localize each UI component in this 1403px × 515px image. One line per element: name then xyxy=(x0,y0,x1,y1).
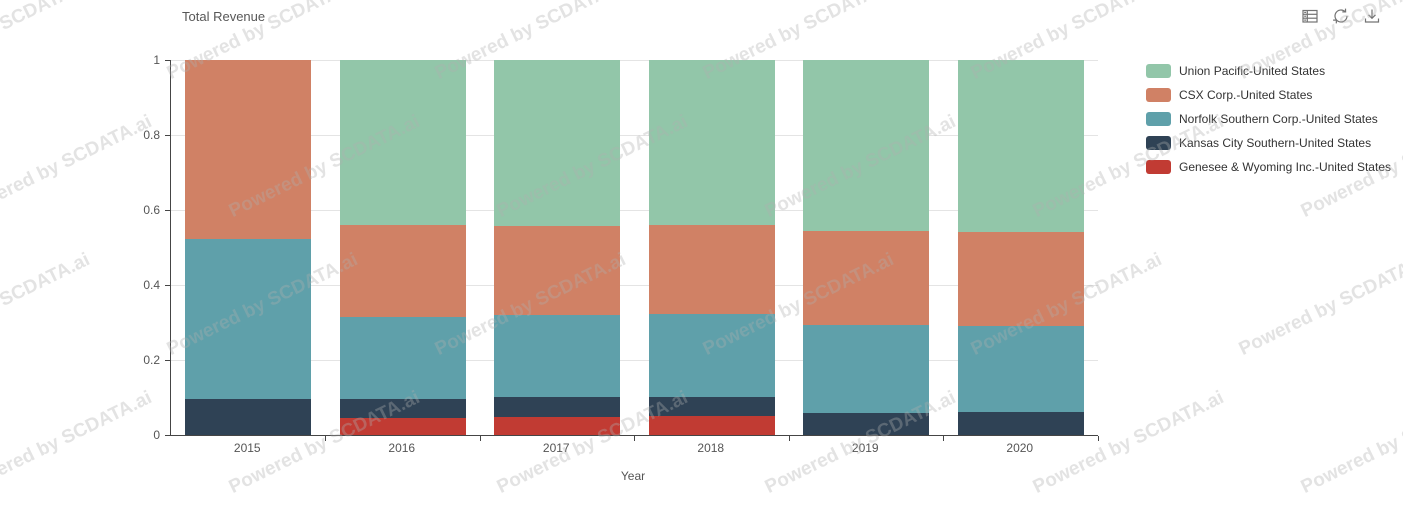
gridline xyxy=(171,209,1098,211)
y-axis-tick-label: 1 xyxy=(153,53,160,67)
y-axis-tick xyxy=(165,59,170,61)
y-axis-tick-label: 0.6 xyxy=(143,203,160,217)
legend-swatch xyxy=(1146,64,1171,78)
legend-item[interactable]: Genesee & Wyoming Inc.-United States xyxy=(1146,155,1391,179)
bar-segment[interactable] xyxy=(185,60,312,239)
bar-segment[interactable] xyxy=(494,417,621,435)
legend-label: Genesee & Wyoming Inc.-United States xyxy=(1179,160,1391,174)
bar-segment[interactable] xyxy=(648,397,775,416)
x-axis-tick xyxy=(325,436,326,441)
x-axis-category-label: 2017 xyxy=(542,441,570,455)
y-axis-tick xyxy=(165,209,170,211)
bar-segment[interactable] xyxy=(648,60,775,226)
x-axis-tick xyxy=(634,436,635,441)
bar-segment[interactable] xyxy=(957,60,1084,233)
y-axis-tick-label: 0.8 xyxy=(143,128,160,142)
x-axis-labels: 2015 2016 2017 2018 2019 2020 xyxy=(170,441,1097,457)
legend-item[interactable]: Norfolk Southern Corp.-United States xyxy=(1146,107,1391,131)
legend-item[interactable]: CSX Corp.-United States xyxy=(1146,83,1391,107)
x-axis-tick xyxy=(788,436,790,441)
bar-segment[interactable] xyxy=(494,60,621,227)
bar-segment[interactable] xyxy=(803,325,930,413)
bar-segment[interactable] xyxy=(494,226,621,316)
x-axis-tick xyxy=(1097,436,1099,441)
legend-item[interactable]: Union Pacific-United States xyxy=(1146,59,1391,83)
legend-label: CSX Corp.-United States xyxy=(1179,88,1313,102)
bar-segment[interactable] xyxy=(339,225,466,317)
bar-segment[interactable] xyxy=(339,316,466,399)
legend-label: Kansas City Southern-United States xyxy=(1179,136,1372,150)
y-axis-tick-label: 0.4 xyxy=(143,278,160,292)
bar-segment[interactable] xyxy=(648,225,775,315)
watermark-text: Powered by SCDATA.ai xyxy=(1235,249,1403,360)
bar-segment[interactable] xyxy=(803,231,930,326)
bar-segment[interactable] xyxy=(803,60,930,231)
y-axis-tick xyxy=(165,359,170,361)
bar-segment[interactable] xyxy=(494,397,621,417)
y-axis-tick-label: 0.2 xyxy=(143,353,160,367)
refresh-icon[interactable] xyxy=(1332,7,1350,25)
bar-segment[interactable] xyxy=(957,232,1084,326)
x-axis-category-label: 2020 xyxy=(1006,441,1034,455)
bar-segment[interactable] xyxy=(957,325,1084,413)
bar-segment[interactable] xyxy=(339,418,466,435)
legend-swatch xyxy=(1146,88,1171,102)
legend-item[interactable]: Kansas City Southern-United States xyxy=(1146,131,1391,155)
bar-segment[interactable] xyxy=(185,238,312,399)
chart-toolbar xyxy=(1301,7,1381,25)
bar-segment[interactable] xyxy=(339,399,466,419)
plot-area xyxy=(165,59,1099,441)
watermark-text: Powered by SCDATA.ai xyxy=(1297,387,1403,498)
x-axis-category-label: 2016 xyxy=(388,441,416,455)
legend-swatch xyxy=(1146,160,1171,174)
x-axis-category-label: 2018 xyxy=(697,441,725,455)
x-axis-tick xyxy=(479,436,481,441)
bar-segment[interactable] xyxy=(494,315,621,398)
legend-swatch xyxy=(1146,136,1171,150)
legend-swatch xyxy=(1146,112,1171,126)
bar-segment[interactable] xyxy=(803,412,930,435)
bar-segment[interactable] xyxy=(339,60,466,225)
bar-segment[interactable] xyxy=(957,412,1084,435)
chart-title: Total Revenue xyxy=(182,9,266,24)
bar-segment[interactable] xyxy=(648,314,775,398)
legend: Union Pacific-United States CSX Corp.-Uni… xyxy=(1146,59,1391,179)
x-axis-category-label: 2019 xyxy=(851,441,879,455)
y-axis-tick xyxy=(165,434,170,436)
legend-label: Norfolk Southern Corp.-United States xyxy=(1179,112,1378,126)
x-axis-category-label: 2015 xyxy=(233,441,261,455)
y-axis-tick-label: 0 xyxy=(153,428,160,442)
y-axis-labels: 0 0.2 0.4 0.6 0.8 1 xyxy=(0,53,160,442)
gridline xyxy=(171,59,1098,61)
gridline xyxy=(171,359,1098,361)
x-axis-title: Year xyxy=(620,469,646,483)
download-icon[interactable] xyxy=(1363,7,1381,25)
y-axis-tick xyxy=(165,134,170,136)
bar-segment[interactable] xyxy=(648,415,775,435)
y-axis-tick xyxy=(165,284,170,286)
x-axis-tick xyxy=(943,436,944,441)
legend-label: Union Pacific-United States xyxy=(1179,64,1326,78)
gridline xyxy=(171,284,1098,286)
gridline xyxy=(171,134,1098,136)
table-icon[interactable] xyxy=(1301,7,1319,25)
bar-segment[interactable] xyxy=(185,399,312,435)
